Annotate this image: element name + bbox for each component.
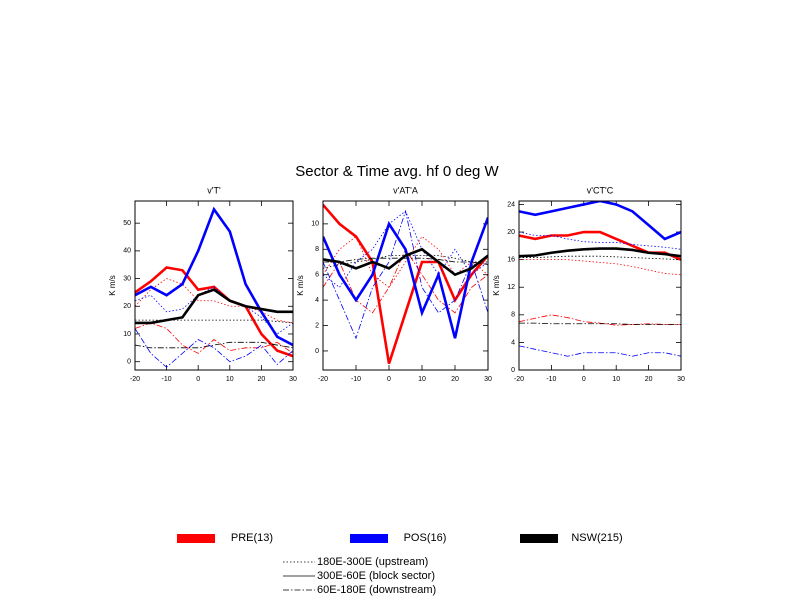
y-tick-label: 20 [123,303,131,310]
x-tick-label: 30 [677,376,685,383]
x-tick-label: 30 [484,376,492,383]
series-line [135,286,293,335]
series-line [323,235,488,288]
panel-title: v'AT'A [393,185,418,195]
plot-frame [322,200,489,371]
series-line [135,206,293,347]
series-line [519,345,681,357]
figure-title: Sector & Time avg. hf 0 deg W [295,163,499,180]
series-line [519,230,681,261]
series-line [135,266,293,358]
x-tick-label: -10 [351,376,361,383]
y-tick-label: 12 [507,284,515,291]
y-tick-label: 0 [511,367,515,374]
x-tick-label: -20 [514,376,524,383]
plot-frame [518,200,682,371]
y-axis-label: K m/s [296,275,305,295]
x-tick-label: -10 [546,376,556,383]
series-line [519,255,681,261]
x-tick-label: 20 [258,376,266,383]
y-tick-label: 50 [123,220,131,227]
y-tick-label: 2 [315,322,319,329]
series-line [519,247,681,258]
y-tick-label: 16 [507,256,515,263]
x-tick-label: 10 [226,376,234,383]
panel-title: v'CT'C [587,185,614,195]
series-line [323,209,488,340]
y-tick-label: 10 [123,331,131,338]
series-line [135,341,293,349]
y-tick-label: 10 [311,221,319,228]
series-line [519,231,681,250]
legend-label: POS(16) [404,532,447,544]
series-line [519,259,681,276]
plot-frame [134,200,294,371]
series-line [323,255,488,269]
series-line [519,314,681,326]
x-tick-label: 20 [451,376,459,383]
y-tick-label: 0 [127,359,131,366]
series-line [135,322,293,354]
y-tick-label: 8 [511,312,515,319]
series-line [135,278,293,324]
x-tick-label: 0 [387,376,391,383]
legend-label: 180E-300E (upstream) [317,556,428,568]
series-line [519,322,681,325]
series-line [323,217,488,339]
legend-swatch [177,534,215,543]
x-tick-label: 10 [418,376,426,383]
series-line [323,203,488,365]
y-tick-label: 30 [123,275,131,282]
x-tick-label: -20 [130,376,140,383]
y-axis-label: K m/s [108,275,117,295]
y-tick-label: 6 [315,272,319,279]
x-tick-label: 10 [612,376,620,383]
x-tick-label: -20 [318,376,328,383]
x-tick-label: 30 [289,376,297,383]
panel-title: v'T' [207,185,221,195]
series-line [135,288,293,325]
series-line [323,247,488,277]
y-tick-label: 8 [315,246,319,253]
legend-label: NSW(215) [571,532,622,544]
legend-label: 300E-60E (block sector) [317,570,435,582]
y-tick-label: 4 [315,297,319,304]
y-tick-label: 4 [511,339,515,346]
y-tick-label: 0 [315,348,319,355]
x-tick-label: 0 [196,376,200,383]
legend-swatch [350,534,388,543]
legend-label: PRE(13) [231,532,273,544]
y-tick-label: 20 [507,229,515,236]
y-tick-label: 24 [507,201,515,208]
x-tick-label: 20 [645,376,653,383]
y-axis-label: K m/s [492,275,501,295]
legend-label: 60E-180E (downstream) [317,584,436,596]
series-line [135,328,293,368]
series-line [519,201,681,241]
x-tick-label: -10 [162,376,172,383]
legend-swatch [520,534,558,543]
y-tick-label: 40 [123,248,131,255]
series-line [323,257,488,265]
x-tick-label: 0 [582,376,586,383]
